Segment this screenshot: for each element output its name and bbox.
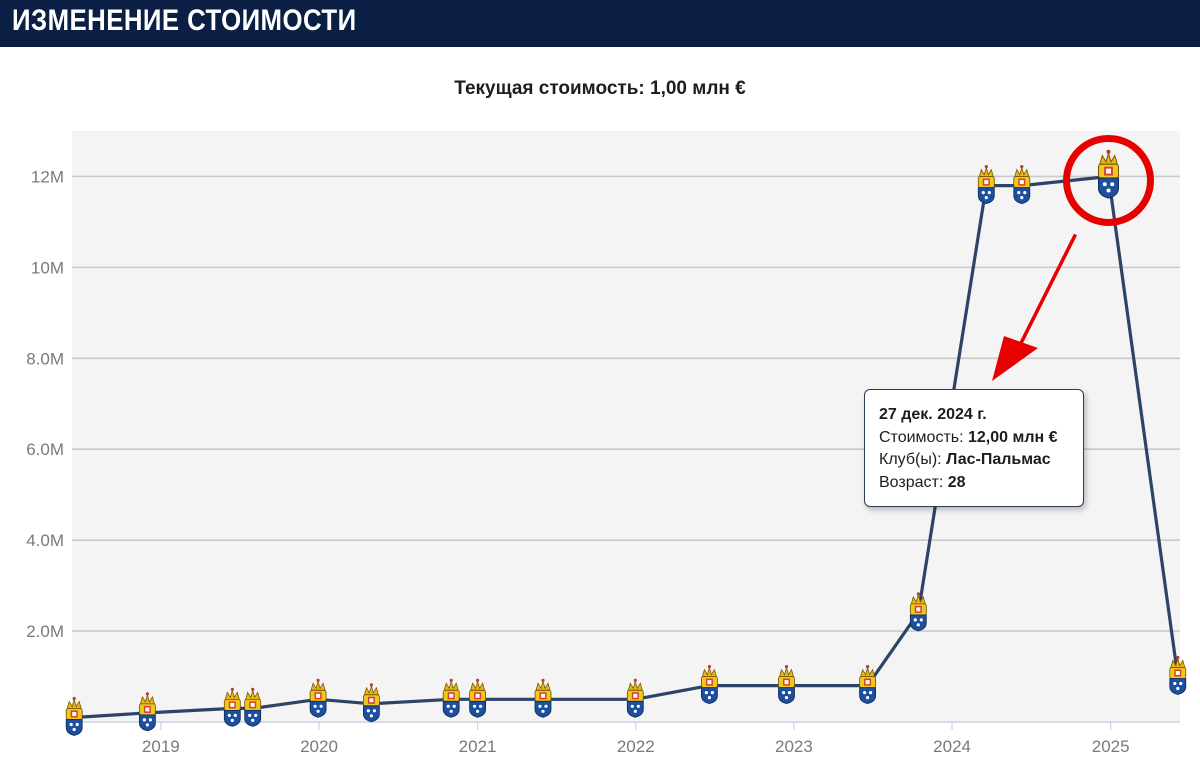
tooltip-value-label: Стоимость: <box>879 428 964 446</box>
club-crest-icon[interactable] <box>138 691 156 732</box>
x-tick-label: 2020 <box>300 737 338 756</box>
club-crest-icon[interactable] <box>977 164 995 205</box>
highlight-circle <box>1063 134 1155 226</box>
club-crest-icon[interactable] <box>223 687 241 727</box>
current-value-label: Текущая стоимость: 1,00 млн € <box>454 78 746 99</box>
club-crest-icon[interactable] <box>859 664 877 705</box>
data-tooltip: 27 дек. 2024 г. Стоимость: 12,00 млн € К… <box>864 389 1084 507</box>
x-tick-label: 2024 <box>933 737 971 756</box>
club-crest-icon[interactable] <box>65 696 83 736</box>
section-title: ИЗМЕНЕНИЕ СТОИМОСТИ <box>12 4 357 37</box>
tooltip-age-label: Возраст: <box>879 473 944 491</box>
x-tick-label: 2021 <box>459 737 497 756</box>
tooltip-club: Лас-Пальмас <box>946 451 1051 468</box>
x-tick-label: 2025 <box>1092 737 1130 756</box>
tooltip-club-label: Клуб(ы): <box>879 451 942 468</box>
highlight-arrowhead <box>992 336 1038 381</box>
club-crest-icon[interactable] <box>626 678 644 718</box>
club-crest-icon[interactable] <box>909 591 927 632</box>
y-tick-label: 6.0M <box>26 440 64 459</box>
tooltip-value: 12,00 млн € <box>968 428 1058 446</box>
club-crest-icon[interactable] <box>442 678 460 718</box>
x-tick-label: 2022 <box>617 737 655 756</box>
tooltip-age-row: Возраст: 28 <box>879 472 1083 495</box>
x-tick-label: 2019 <box>142 737 180 756</box>
tooltip-value-row: Стоимость: 12,00 млн € <box>879 427 1083 450</box>
club-crest-icon[interactable] <box>1097 149 1120 199</box>
header-bar: ИЗМЕНЕНИЕ СТОИМОСТИ <box>0 0 1200 47</box>
club-crest-icon[interactable] <box>362 682 380 723</box>
club-crest-icon[interactable] <box>244 687 262 727</box>
y-tick-label: 12M <box>31 167 64 186</box>
tooltip-club-row: Клуб(ы): Лас-Пальмас <box>879 449 1083 472</box>
y-tick-label: 8.0M <box>26 349 64 368</box>
club-crest-icon[interactable] <box>534 678 552 718</box>
club-crest-icon[interactable] <box>1013 164 1031 205</box>
grid-lines <box>72 175 1180 730</box>
x-tick-label: 2023 <box>775 737 813 756</box>
tooltip-date: 27 дек. 2024 г. <box>879 406 987 423</box>
tooltip-age: 28 <box>947 473 966 491</box>
highlight-annotation <box>992 134 1155 381</box>
club-crest-icon[interactable] <box>469 678 487 718</box>
club-crest-icon[interactable] <box>778 664 795 705</box>
y-tick-label: 2.0M <box>26 622 64 641</box>
axis-labels: 2.0M 4.0M 6.0M 8.0M 10M 12M 2019 2020 2021 2022 20… <box>26 167 1129 756</box>
y-tick-label: 4.0M <box>26 531 64 550</box>
club-crest-icon[interactable] <box>1169 655 1187 695</box>
club-crest-icon[interactable] <box>700 664 718 705</box>
club-crest-icon[interactable] <box>309 678 327 718</box>
y-tick-label: 10M <box>31 258 64 277</box>
